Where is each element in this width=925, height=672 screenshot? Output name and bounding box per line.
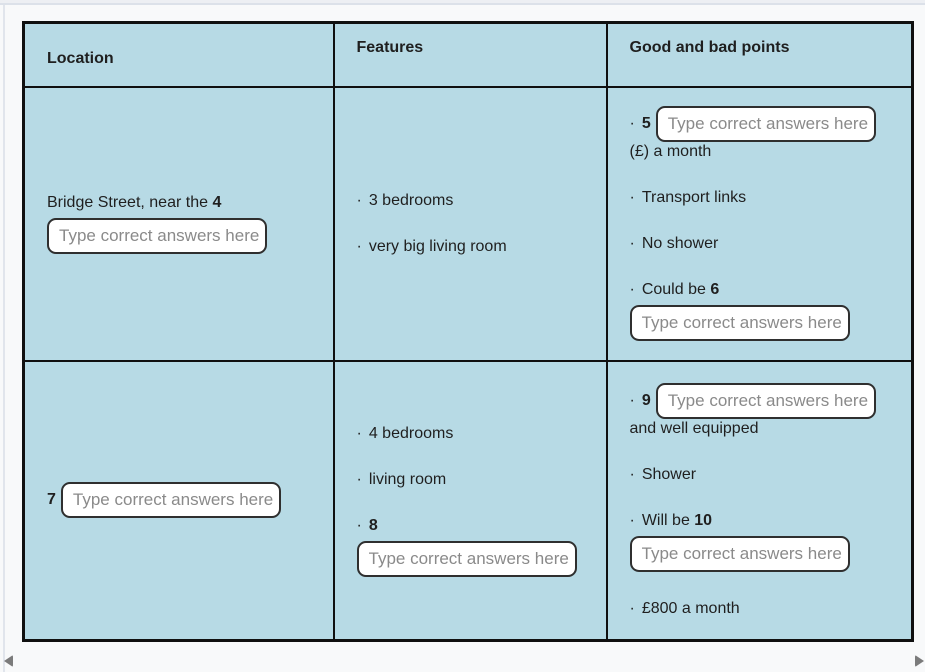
bullet-dot: · xyxy=(356,516,362,534)
answer-input-4[interactable] xyxy=(47,218,267,254)
blank-number-7: 7 xyxy=(47,491,56,509)
blank-number-4: 4 xyxy=(212,194,222,211)
table-row-1: Bridge Street, near the 4 · 3 bedrooms · v… xyxy=(22,85,914,362)
point-text: Shower xyxy=(641,465,697,483)
scroll-right-arrow-icon[interactable] xyxy=(915,655,924,667)
row2-location-text: 7 xyxy=(47,482,315,519)
feature-text: 3 bedrooms xyxy=(368,192,454,209)
column-header-good-bad: Good and bad points xyxy=(605,21,914,88)
cell-row1-good-bad: · 5 (£) a month · Transport links · No showe… xyxy=(605,85,914,362)
list-item: · Shower xyxy=(630,465,894,484)
list-item: · 4 bedrooms xyxy=(357,424,588,443)
list-item: · Will be 10 xyxy=(629,511,894,572)
bullet-dot: · xyxy=(356,238,362,255)
point-text: Will be xyxy=(641,511,695,529)
list-item: · very big living room xyxy=(357,237,588,256)
point-text: Transport links xyxy=(641,189,747,206)
point-text: and well equipped xyxy=(629,419,759,437)
point-text: No shower xyxy=(641,235,719,252)
bullet-dot: · xyxy=(629,189,635,206)
blank-number-10: 10 xyxy=(694,511,713,529)
point-text: £800 a month xyxy=(641,599,740,617)
cell-row2-good-bad: ·9and well equipped ·Shower ·Will be 10 … xyxy=(605,359,914,642)
point-text: Could be xyxy=(641,281,711,298)
list-item: · £800 a month xyxy=(630,599,894,618)
list-item: · 8 xyxy=(356,516,588,577)
header-row: Location Features Good and bad points xyxy=(22,21,914,88)
bullet-dot: · xyxy=(629,281,635,298)
answer-input-7[interactable] xyxy=(60,482,281,519)
exercise-table: Location Features Good and bad points Br… xyxy=(22,21,914,642)
list-item: · No shower xyxy=(630,234,894,253)
row1-location-text: Bridge Street, near the 4 xyxy=(47,193,315,212)
list-item: · Transport links xyxy=(630,188,894,207)
cell-row2-location: 7 xyxy=(22,359,335,642)
feature-text: very big living room xyxy=(368,238,507,255)
list-item: · living room xyxy=(357,470,588,489)
answer-input-5[interactable] xyxy=(655,106,876,142)
blank-number-6: 6 xyxy=(710,281,720,298)
cell-row2-features: · 4 bedrooms · living room · 8 xyxy=(332,359,608,642)
feature-text: living room xyxy=(368,470,447,488)
bullet-dot: · xyxy=(629,391,635,409)
bullet-dot: · xyxy=(629,511,635,529)
blank-number-5: 5 xyxy=(641,115,651,133)
column-header-location: Location xyxy=(22,21,335,88)
answer-input-10[interactable] xyxy=(629,535,850,572)
bullet-dot: · xyxy=(629,235,635,252)
feature-text: 4 bedrooms xyxy=(368,424,454,442)
list-item: · 9 and well equipped xyxy=(629,382,894,438)
left-panel-divider xyxy=(3,5,5,672)
exercise-table-container: Location Features Good and bad points Br… xyxy=(22,21,914,642)
bullet-dot: · xyxy=(629,115,635,133)
row1-location-text-span: Bridge Street, near the xyxy=(47,194,213,211)
bullet-dot: · xyxy=(356,192,362,209)
bullet-dot: · xyxy=(629,599,635,617)
cell-row1-location: Bridge Street, near the 4 xyxy=(22,85,335,362)
answer-input-8[interactable] xyxy=(356,540,577,577)
scroll-left-arrow-icon[interactable] xyxy=(4,655,13,667)
top-divider-bar xyxy=(0,0,925,5)
list-item: · 5 (£) a month xyxy=(630,106,894,161)
column-header-features: Features xyxy=(332,21,608,88)
list-item: · Could be 6 xyxy=(629,280,894,341)
blank-number-8: 8 xyxy=(368,516,378,534)
bullet-dot: · xyxy=(629,465,635,483)
blank-number-9: 9 xyxy=(641,391,651,409)
cell-row1-features: · 3 bedrooms · very big living room xyxy=(332,85,608,362)
answer-input-6[interactable] xyxy=(629,305,850,341)
table-row-2: 7 ·4 bedrooms ·living room ·8 ·9and well… xyxy=(22,359,914,642)
bullet-dot: · xyxy=(356,470,362,488)
answer-input-9[interactable] xyxy=(655,382,876,419)
list-item: · 3 bedrooms xyxy=(357,191,588,210)
point-text: (£) a month xyxy=(629,143,712,160)
bullet-dot: · xyxy=(356,424,362,442)
